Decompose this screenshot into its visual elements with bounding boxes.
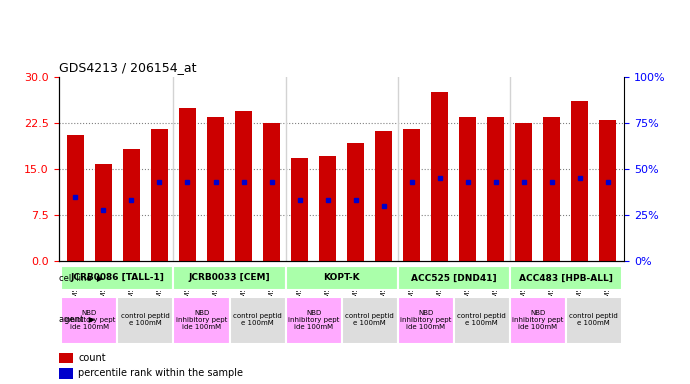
Bar [67,135,84,261]
Text: control peptid
e 100mM: control peptid e 100mM [569,313,618,326]
Bar [566,297,622,344]
Text: percentile rank within the sample: percentile rank within the sample [79,368,244,378]
Bar [235,111,252,261]
Text: JCRB0086 [TALL-1]: JCRB0086 [TALL-1] [70,273,164,282]
Bar [397,297,453,344]
Bar [95,164,112,261]
Bar [207,117,224,261]
Bar [543,117,560,261]
Text: control peptid
e 100mM: control peptid e 100mM [121,313,170,326]
Bar [179,108,196,261]
Bar [342,297,397,344]
Text: ACC525 [DND41]: ACC525 [DND41] [411,273,496,282]
Bar [263,123,280,261]
Bar [61,297,117,344]
Bar [286,297,342,344]
Text: agent  ▶: agent ▶ [59,315,95,324]
Text: NBD
inhibitory pept
ide 100mM: NBD inhibitory pept ide 100mM [512,310,563,329]
Bar [173,266,286,291]
Text: NBD
inhibitory pept
ide 100mM: NBD inhibitory pept ide 100mM [176,310,227,329]
Bar [123,149,140,261]
Bar [459,117,476,261]
Bar [571,101,588,261]
Bar [510,266,622,291]
Bar [515,123,532,261]
Bar [59,353,73,363]
Bar [397,266,510,291]
Text: KOPT-K: KOPT-K [323,273,360,282]
Bar [291,158,308,261]
Text: ACC483 [HPB-ALL]: ACC483 [HPB-ALL] [519,273,613,282]
Bar [431,92,448,261]
Bar [453,297,510,344]
Bar [403,129,420,261]
Bar [375,131,392,261]
Bar [319,156,336,261]
Text: GDS4213 / 206154_at: GDS4213 / 206154_at [59,61,196,74]
Bar [61,266,173,291]
Bar [173,297,230,344]
Bar [230,297,286,344]
Bar [510,297,566,344]
Bar [347,143,364,261]
Text: count: count [79,353,106,363]
Text: control peptid
e 100mM: control peptid e 100mM [345,313,394,326]
Text: control peptid
e 100mM: control peptid e 100mM [233,313,282,326]
Bar [59,368,73,379]
Text: cell line  ▶: cell line ▶ [59,273,104,282]
Bar [151,129,168,261]
Text: JCRB0033 [CEM]: JCRB0033 [CEM] [188,273,270,282]
Text: NBD
inhibitory pept
ide 100mM: NBD inhibitory pept ide 100mM [63,310,115,329]
Bar [487,117,504,261]
Text: NBD
inhibitory pept
ide 100mM: NBD inhibitory pept ide 100mM [400,310,451,329]
Text: control peptid
e 100mM: control peptid e 100mM [457,313,506,326]
Text: NBD
inhibitory pept
ide 100mM: NBD inhibitory pept ide 100mM [288,310,339,329]
Bar [599,120,616,261]
Bar [117,297,173,344]
Bar [286,266,397,291]
